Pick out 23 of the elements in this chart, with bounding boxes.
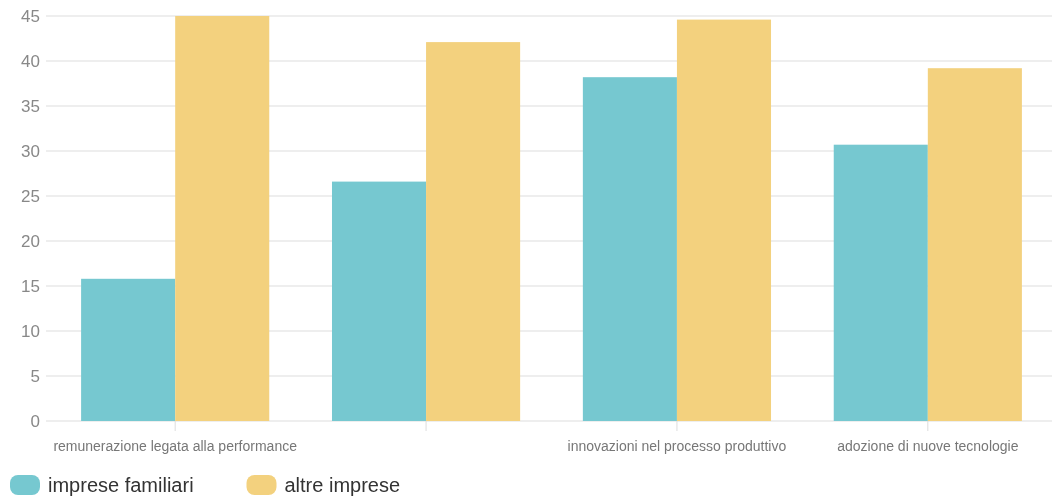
y-tick-label: 35 [21, 97, 40, 116]
y-tick-label: 40 [21, 52, 40, 71]
bar [426, 42, 521, 421]
y-tick-label: 0 [30, 412, 40, 431]
bar [833, 144, 928, 421]
x-tick-label: adozione di nuove tecnologie [837, 438, 1019, 454]
bar [81, 278, 176, 421]
x-tick-label: remunerazione legata alla performance [53, 438, 298, 454]
legend-label: imprese familiari [48, 474, 194, 496]
y-tick-label: 15 [21, 277, 40, 296]
bar [582, 77, 677, 421]
bar [175, 16, 270, 421]
y-tick-label: 30 [21, 142, 40, 161]
y-tick-label: 10 [21, 322, 40, 341]
legend-label: altre imprese [284, 474, 401, 496]
x-tick-label: innovazioni nel processo produttivo [567, 438, 787, 454]
bar [676, 19, 772, 421]
y-tick-label: 5 [30, 367, 40, 386]
y-tick-label: 20 [21, 232, 40, 251]
y-tick-label: 25 [21, 187, 40, 206]
y-tick-label: 45 [21, 7, 40, 26]
bar [927, 68, 1022, 421]
bar [331, 181, 427, 421]
